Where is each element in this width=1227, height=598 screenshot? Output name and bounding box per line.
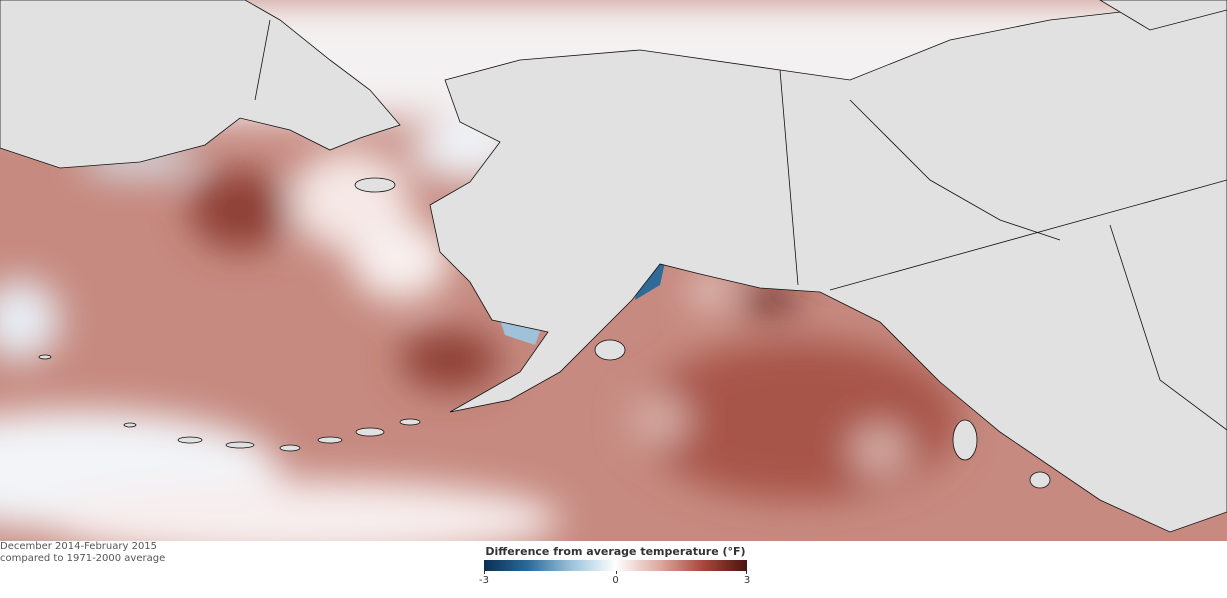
tick-label: 3 bbox=[743, 575, 751, 586]
tick-mark bbox=[746, 571, 747, 574]
tick-mark bbox=[484, 571, 485, 574]
caption-baseline: compared to 1971-2000 average bbox=[0, 553, 166, 564]
legend-title: Difference from average temperature (°F) bbox=[485, 545, 746, 558]
colorbar bbox=[484, 560, 747, 571]
caption-date: December 2014-February 2015 bbox=[0, 541, 158, 552]
tick-label: 0 bbox=[612, 575, 619, 586]
tick-label: -3 bbox=[479, 575, 489, 586]
tick-mark bbox=[615, 571, 617, 574]
map bbox=[0, 0, 1227, 541]
